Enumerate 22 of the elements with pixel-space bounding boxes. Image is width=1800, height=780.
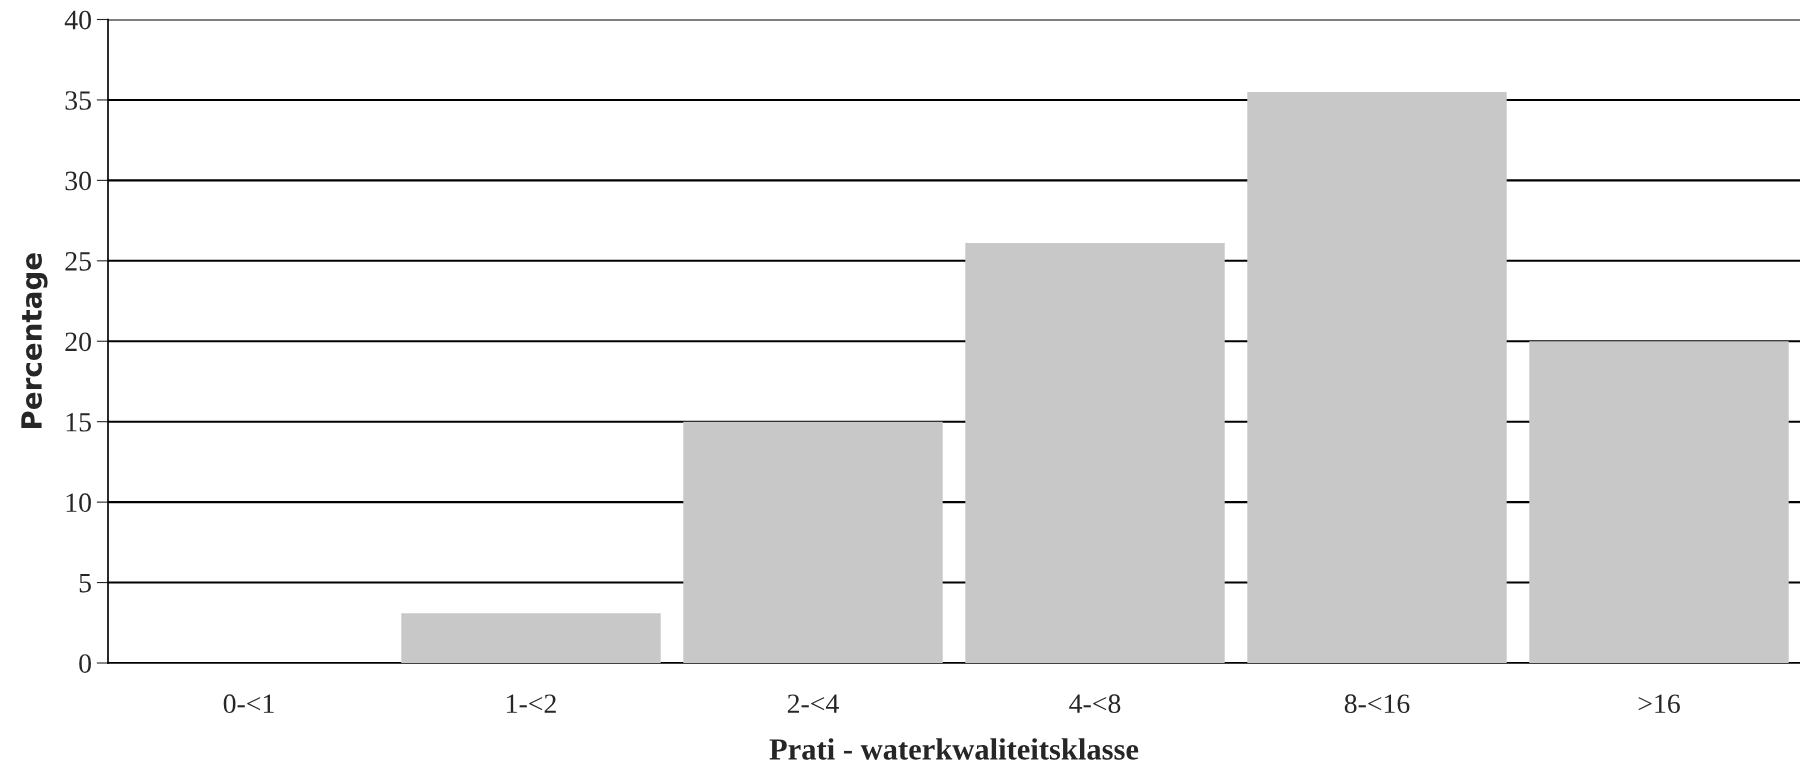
y-tick-label: 10	[66, 493, 91, 513]
y-tick-label: 40	[64, 10, 91, 30]
y-tick-label: 5	[79, 574, 91, 593]
x-tick-label: >16	[1638, 694, 1680, 714]
y-tick-label: 15	[66, 412, 91, 432]
x-tick-label: 1-<2	[507, 694, 556, 713]
y-tick-label: 30	[65, 171, 91, 191]
bar	[1529, 341, 1789, 663]
y-tick-label: 35	[65, 91, 91, 110]
y-tick-label: 20	[65, 332, 91, 352]
y-axis-title: Percentage	[21, 253, 48, 429]
y-tick-label: 0	[79, 654, 91, 673]
x-tick-label: 2-<4	[787, 694, 839, 713]
bar	[1247, 91, 1507, 663]
x-axis-title: Prati - waterkwaliteitsklasse	[769, 738, 1139, 760]
bar	[401, 613, 661, 663]
bar	[965, 243, 1225, 663]
x-tick-label: 4-<8	[1069, 694, 1121, 714]
y-tick-label: 25	[65, 252, 91, 271]
x-tick-label: 8-<16	[1344, 694, 1410, 714]
bar	[683, 421, 943, 663]
x-tick-label: 0-<1	[223, 694, 274, 714]
